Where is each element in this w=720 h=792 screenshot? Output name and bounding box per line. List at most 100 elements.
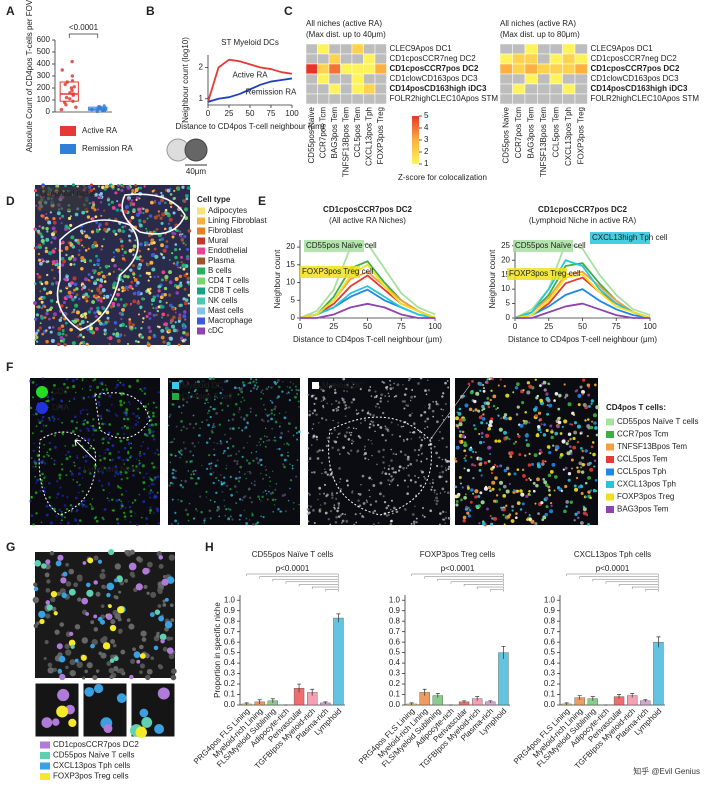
cell-dot bbox=[439, 492, 442, 494]
cell-dot bbox=[117, 450, 120, 453]
cell-dot bbox=[246, 421, 249, 424]
cell-dot bbox=[220, 481, 223, 483]
cell-dot bbox=[231, 518, 234, 521]
cell-dot bbox=[158, 584, 164, 590]
cell-dot bbox=[348, 431, 351, 434]
cell-dot bbox=[581, 393, 584, 396]
cell-dot bbox=[129, 204, 132, 207]
cell-dot bbox=[528, 452, 531, 455]
cell-dot bbox=[440, 408, 443, 411]
cell-dot bbox=[132, 291, 137, 296]
cell-dot bbox=[559, 453, 564, 457]
cell-dot bbox=[157, 588, 162, 593]
cell-dot bbox=[470, 488, 474, 492]
cell-dot bbox=[52, 216, 56, 221]
cell-dot bbox=[115, 332, 120, 336]
cell-dot bbox=[98, 222, 102, 227]
cell-dot bbox=[479, 389, 482, 392]
cell-dot bbox=[273, 407, 277, 411]
cell-dot bbox=[332, 477, 335, 480]
legend-swatch bbox=[197, 327, 205, 335]
cell-dot bbox=[69, 262, 73, 266]
cell-dot bbox=[437, 403, 440, 406]
cell-dot bbox=[264, 408, 267, 411]
cell-dot bbox=[125, 490, 128, 493]
cell-dot bbox=[481, 417, 486, 421]
line bbox=[514, 273, 651, 319]
heat-cell bbox=[317, 53, 330, 65]
cell-dot bbox=[406, 492, 409, 495]
heat-cell bbox=[537, 73, 551, 85]
cell-dot bbox=[526, 390, 531, 395]
row-label: FOLR2highCLEC10Apos STM bbox=[591, 94, 700, 103]
cell-dot bbox=[140, 259, 144, 263]
cell-dot bbox=[195, 381, 197, 383]
cell-dot bbox=[39, 232, 43, 236]
cell-dot bbox=[61, 240, 65, 244]
cell-dot bbox=[351, 439, 354, 442]
cell-dot bbox=[213, 398, 216, 401]
cell-dot bbox=[101, 442, 105, 445]
legend-swatch bbox=[197, 267, 205, 275]
cell-dot bbox=[102, 585, 107, 590]
cell-dot bbox=[76, 456, 79, 459]
cell-dot bbox=[69, 470, 72, 472]
cell-dot bbox=[166, 313, 170, 317]
cell-dot bbox=[589, 496, 592, 500]
cell-dot bbox=[590, 445, 594, 449]
cell-dot bbox=[106, 409, 108, 412]
cell-dot bbox=[187, 283, 190, 286]
cell-dot bbox=[35, 204, 38, 207]
cell-dot bbox=[128, 384, 132, 389]
cell-dot bbox=[132, 412, 135, 416]
cell-dot bbox=[582, 402, 587, 407]
row-label: CD1cposCCR7pos DC2 bbox=[390, 64, 479, 73]
cell-dot bbox=[262, 392, 264, 395]
cell-dot bbox=[77, 253, 81, 257]
significance-bracket bbox=[272, 578, 339, 582]
cell-dot bbox=[482, 413, 485, 416]
cell-dot bbox=[68, 400, 71, 403]
cell-dot bbox=[223, 449, 226, 453]
cell-dot bbox=[311, 412, 314, 415]
cell-dot bbox=[253, 483, 256, 487]
cell-dot bbox=[177, 523, 179, 525]
cell-dot bbox=[178, 379, 182, 383]
cell-dot bbox=[374, 390, 377, 393]
cell-dot bbox=[479, 491, 483, 495]
cell-dot bbox=[96, 278, 100, 282]
cell-dot bbox=[554, 475, 558, 479]
channel-label: CD3 bbox=[52, 387, 69, 396]
cell-dot bbox=[385, 514, 389, 517]
cell-dot bbox=[346, 427, 349, 430]
cell-dot bbox=[40, 238, 45, 244]
cell-dot bbox=[374, 430, 376, 433]
cell-dot bbox=[75, 293, 79, 297]
cell-dot bbox=[107, 320, 110, 323]
cell-dot bbox=[377, 450, 381, 453]
cell-dot bbox=[512, 489, 516, 492]
bar bbox=[653, 641, 664, 706]
cell-dot bbox=[321, 417, 324, 420]
cell-dot bbox=[586, 434, 589, 438]
cell-dot bbox=[369, 423, 372, 426]
cell-dot bbox=[463, 443, 468, 447]
cell-dot bbox=[153, 483, 156, 486]
cell-dot bbox=[89, 503, 92, 506]
heat-cell bbox=[574, 83, 588, 95]
cell-dot bbox=[457, 427, 460, 430]
cell-dot bbox=[158, 563, 164, 569]
cell-dot bbox=[439, 523, 441, 526]
cell-dot bbox=[69, 659, 76, 666]
cell-dot bbox=[492, 404, 496, 408]
cell-dot bbox=[535, 396, 539, 400]
cell-dot bbox=[505, 489, 510, 494]
cell-dot bbox=[367, 410, 370, 412]
cell-dot bbox=[45, 504, 49, 508]
cell-dot bbox=[71, 245, 76, 249]
cell-dot bbox=[70, 281, 74, 285]
cell-dot bbox=[168, 484, 171, 487]
cell-dot bbox=[122, 511, 126, 515]
cell-dot bbox=[40, 521, 43, 524]
cell-dot bbox=[149, 612, 155, 618]
